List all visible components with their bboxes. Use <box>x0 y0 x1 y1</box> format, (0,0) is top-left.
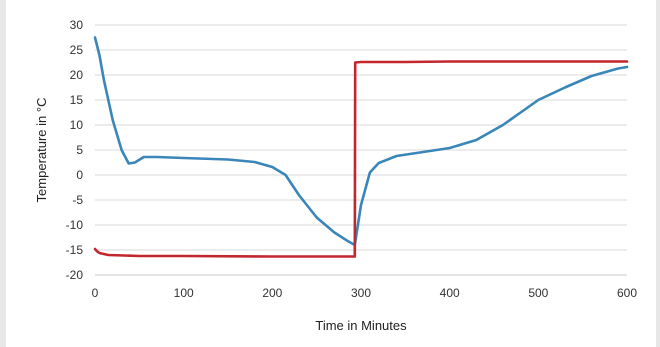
series-line-1 <box>93 36 629 247</box>
tick-labels: 30 25 20 15 10 5 0 -5 -10 -15 -20 0 100 200 300 400 500 6… <box>66 18 638 300</box>
y-axis-title: Temperature in °C <box>34 98 49 203</box>
x-tick-label: 400 <box>440 286 460 300</box>
y-tick-label: -20 <box>66 268 84 282</box>
y-tick-label: -15 <box>66 243 84 257</box>
y-tick-label: 20 <box>70 68 84 82</box>
series-line-2 <box>93 60 629 258</box>
y-tick-label: 30 <box>70 18 84 32</box>
y-tick-label: 10 <box>70 118 84 132</box>
series-lines <box>93 36 629 258</box>
line-chart: 30 25 20 15 10 5 0 -5 -10 -15 -20 0 100 200 300 400 500 6… <box>34 18 638 333</box>
y-tick-label: 0 <box>76 168 83 182</box>
x-axis-title: Time in Minutes <box>315 318 407 333</box>
y-tick-label: -5 <box>72 193 83 207</box>
x-tick-label: 600 <box>617 286 637 300</box>
y-tick-label: 25 <box>70 43 84 57</box>
y-tick-label: 15 <box>70 93 84 107</box>
y-tick-label: 5 <box>76 143 83 157</box>
x-tick-label: 300 <box>351 286 371 300</box>
x-tick-label: 0 <box>92 286 99 300</box>
x-tick-label: 200 <box>262 286 282 300</box>
x-tick-label: 100 <box>174 286 194 300</box>
y-tick-label: -10 <box>66 218 84 232</box>
chart-frame: 30 25 20 15 10 5 0 -5 -10 -15 -20 0 100 200 300 400 500 6… <box>6 0 656 347</box>
x-tick-label: 500 <box>528 286 548 300</box>
